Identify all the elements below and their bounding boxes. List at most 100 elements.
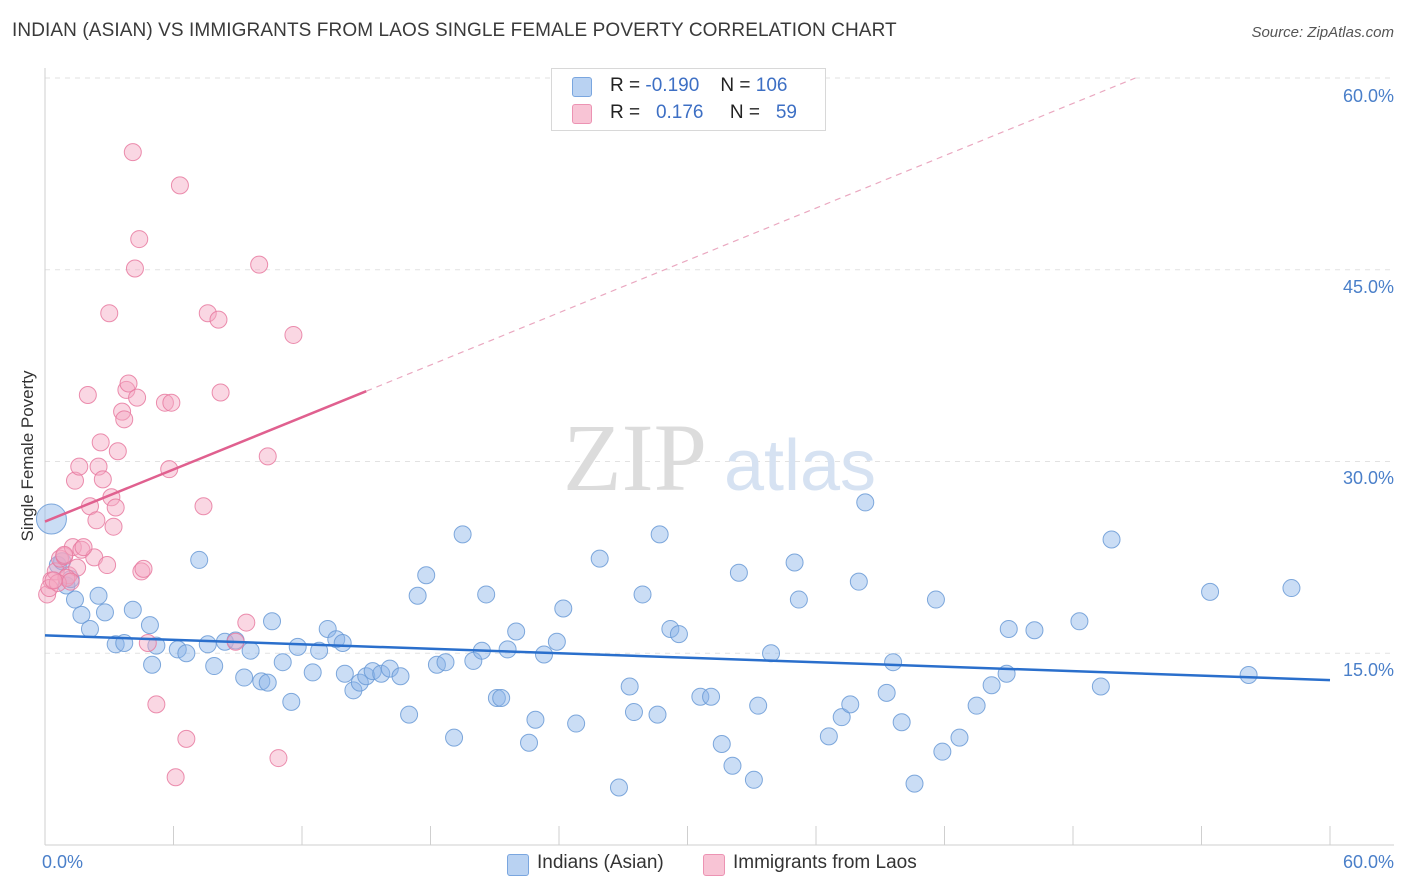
laos-point	[93, 470, 112, 489]
indians-point	[498, 640, 517, 659]
indians-point	[436, 653, 455, 672]
indians-point	[999, 619, 1018, 638]
indians-point	[95, 603, 114, 622]
indians-trend-line	[44, 634, 1331, 682]
indians-point	[65, 590, 84, 609]
r-label: R =	[610, 75, 641, 96]
indians-point	[205, 657, 224, 676]
indians-point	[535, 645, 554, 664]
indians-point	[72, 605, 91, 624]
indians-point	[372, 664, 391, 683]
laos-point	[284, 325, 303, 344]
indians-point	[282, 692, 301, 711]
indians-point	[633, 585, 652, 604]
indians-point	[884, 653, 903, 672]
laos-point	[258, 447, 277, 466]
indians-point	[1025, 621, 1044, 640]
indians-point	[492, 688, 511, 707]
n-label: N =	[720, 75, 751, 96]
indians-point	[520, 733, 539, 752]
laos-point	[44, 571, 63, 590]
indians-point	[967, 696, 986, 715]
laos-point	[115, 410, 134, 429]
laos-point	[108, 442, 127, 461]
laos-point	[209, 310, 228, 329]
indians-point	[892, 713, 911, 732]
laos-point	[166, 768, 185, 787]
indians-point	[310, 641, 329, 660]
indians-point	[624, 703, 643, 722]
indians-point	[723, 756, 742, 775]
indians-point	[1091, 677, 1110, 696]
indians-point	[241, 641, 260, 660]
laos-point	[98, 556, 117, 575]
indians-point	[669, 625, 688, 644]
indians-point	[849, 572, 868, 591]
indians-point	[507, 622, 526, 641]
r-label: R =	[610, 102, 641, 123]
x-tick-label-max: 60.0%	[1342, 852, 1394, 872]
indians-point	[547, 632, 566, 651]
stats-legend: R = -0.190 N = 106 R = 0.176 N = 59	[551, 68, 826, 131]
y-tick-label-15: 15.0%	[1342, 660, 1394, 680]
stats-text-indians: R = -0.190 N = 106	[610, 75, 787, 97]
indians-point	[856, 493, 875, 512]
indians-point	[445, 728, 464, 747]
indians-point	[177, 644, 196, 663]
indians-point	[526, 710, 545, 729]
indians-point	[80, 619, 99, 638]
indians-point	[785, 553, 804, 572]
indians-point	[198, 635, 217, 654]
laos-point	[106, 498, 125, 517]
indians-point	[89, 586, 108, 605]
indians-point	[1239, 665, 1258, 684]
laos-point	[125, 259, 144, 278]
x-tick-label-min: 0.0%	[42, 852, 84, 872]
indians-point	[926, 590, 945, 609]
laos-point	[134, 559, 153, 578]
laos-point	[177, 729, 196, 748]
indians-point	[554, 599, 573, 618]
indians-point	[729, 563, 748, 582]
watermark-zip: ZIP	[563, 404, 707, 511]
indians-point	[832, 708, 851, 727]
laos-point	[113, 402, 132, 421]
indians-point	[712, 735, 731, 754]
indians-point	[190, 550, 209, 569]
laos-point	[138, 634, 157, 653]
indians-point	[335, 664, 354, 683]
indians-point	[950, 728, 969, 747]
indians-point	[590, 549, 609, 568]
laos-point	[269, 749, 288, 768]
indians-swatch	[572, 77, 592, 97]
n-label: N =	[729, 102, 761, 123]
y-tick-label-30: 30.0%	[1342, 468, 1394, 488]
indians-point	[650, 525, 669, 544]
indians-point	[333, 634, 352, 653]
stats-text-laos: R = 0.176 N = 59	[610, 102, 797, 124]
laos-point	[104, 517, 123, 536]
indians-point	[841, 695, 860, 714]
laos-point	[128, 388, 147, 407]
indians-point	[273, 653, 292, 672]
laos-point	[170, 176, 189, 195]
laos-point	[132, 562, 151, 581]
indians-point	[744, 770, 763, 789]
indians-point	[1102, 530, 1121, 549]
indians-point	[661, 619, 680, 638]
indians-point	[303, 663, 322, 682]
laos-point	[194, 497, 213, 516]
indians-point	[933, 742, 952, 761]
indians-point	[609, 778, 628, 797]
laos-swatch	[572, 104, 592, 124]
laos-point	[130, 230, 149, 249]
laos-point	[162, 393, 181, 412]
laos-point	[237, 613, 256, 632]
chart-source: Source: ZipAtlas.com	[1251, 24, 1394, 41]
indians-point	[905, 774, 924, 793]
laos-point	[155, 393, 174, 412]
n-value: 106	[755, 75, 788, 96]
indians-point	[702, 687, 721, 706]
laos-point	[74, 538, 93, 557]
